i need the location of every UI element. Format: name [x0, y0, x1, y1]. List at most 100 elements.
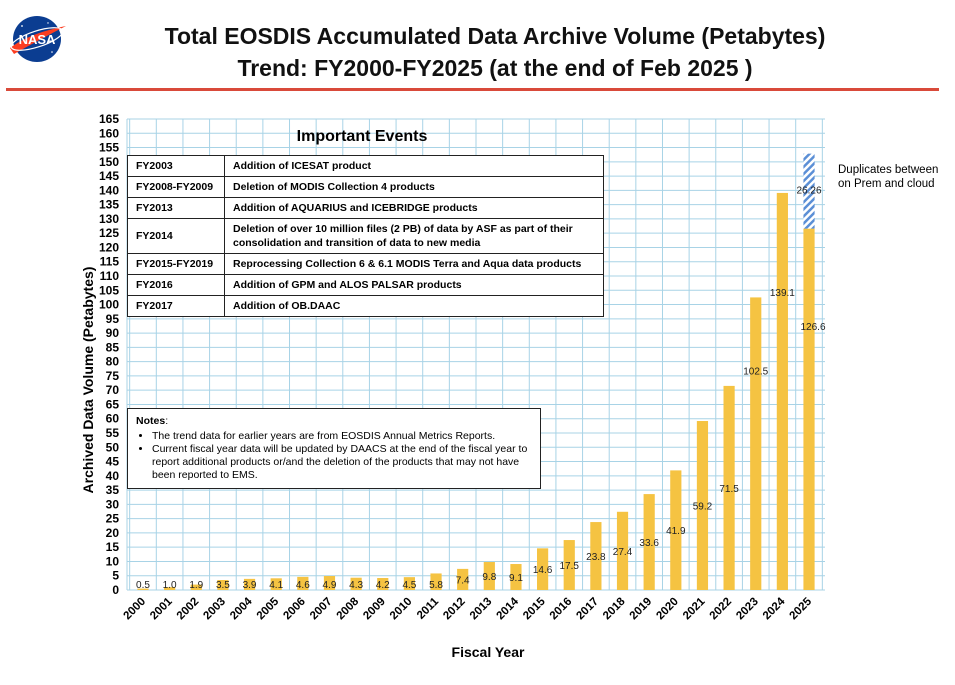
- bar: [350, 577, 362, 590]
- x-tick-label: 2013: [468, 596, 495, 623]
- notes-title: Notes: [136, 415, 166, 427]
- x-tick-label: 2002: [175, 596, 202, 623]
- data-label: 27.4: [613, 547, 633, 558]
- event-row: FY2014 Deletion of over 10 million files …: [127, 218, 604, 254]
- bar: [750, 297, 762, 590]
- bar: [377, 578, 389, 590]
- y-tick-label: 110: [100, 269, 120, 283]
- title-line-1: Total EOSDIS Accumulated Data Archive Vo…: [164, 23, 826, 49]
- label-layer: 0.5 1.0 1.9 3.5 3.9 4.1 4.6 4.9 4.3 4.2 4.5 5.8 7.4 9…: [136, 186, 826, 591]
- y-tick-label: 160: [99, 126, 119, 140]
- data-label: 3.5: [216, 580, 230, 591]
- y-tick-label: 60: [106, 412, 120, 426]
- bar: [537, 548, 549, 590]
- x-tick-label: 2009: [361, 596, 388, 623]
- data-label: 126.6: [800, 322, 825, 333]
- event-year: FY2015-FY2019: [127, 253, 225, 275]
- y-tick-label: 100: [99, 298, 119, 312]
- data-label: 41.9: [666, 526, 686, 537]
- notes-box: Notes: The trend data for earlier years …: [127, 408, 541, 489]
- bar: [403, 577, 415, 590]
- data-label: 102.5: [743, 367, 768, 378]
- note-item: The trend data for earlier years are fro…: [152, 430, 532, 443]
- bar: [510, 564, 522, 590]
- data-label: 3.9: [243, 580, 257, 591]
- events-table: FY2003 Addition of ICESAT product FY2008-F…: [127, 155, 604, 317]
- y-tick-label: 35: [106, 483, 120, 497]
- bar: [190, 584, 202, 590]
- y-tick-label: 115: [100, 255, 120, 269]
- event-description: Reprocessing Collection 6 & 6.1 MODIS Te…: [224, 253, 604, 275]
- bar: [590, 522, 602, 590]
- note-item: Current fiscal year data will be updated…: [152, 443, 532, 482]
- duplicates-annotation: Duplicates between on Prem and cloud: [838, 164, 939, 190]
- x-tick-label: 2015: [521, 595, 548, 622]
- y-tick-label: 0: [112, 583, 119, 597]
- x-tick-label: 2017: [574, 596, 601, 623]
- data-label: 4.1: [269, 580, 283, 591]
- data-label: 4.5: [402, 580, 416, 591]
- data-label: 7.4: [456, 575, 470, 586]
- event-year: FY2003: [127, 155, 225, 177]
- x-tick-label: 2024: [761, 595, 788, 622]
- bar: [457, 568, 469, 590]
- event-row: FY2017 Addition of OB.DAAC: [127, 295, 604, 317]
- data-label: 0.5: [136, 580, 150, 591]
- data-label: 4.3: [349, 580, 363, 591]
- y-tick-label: 85: [106, 340, 120, 354]
- data-label: 9.8: [482, 572, 496, 583]
- x-tick-label: 2021: [681, 595, 708, 622]
- y-tick-label: 65: [106, 397, 120, 411]
- y-tick-label: 145: [99, 169, 119, 183]
- y-tick-label: 95: [106, 312, 120, 326]
- x-tick-label: 2008: [335, 595, 362, 622]
- y-tick-label: 25: [106, 512, 120, 526]
- x-tick-label: 2018: [601, 595, 628, 622]
- bar: [776, 192, 788, 590]
- bar: [270, 578, 282, 590]
- y-tick-label: 55: [106, 426, 120, 440]
- data-label: 4.9: [323, 580, 337, 591]
- y-tick-label: 20: [106, 526, 120, 540]
- event-year: FY2017: [127, 295, 225, 317]
- y-tick-label: 30: [106, 497, 120, 511]
- x-tick-label: 2025: [788, 595, 815, 622]
- x-tick-label: 2005: [255, 595, 282, 622]
- bar: [297, 576, 309, 590]
- y-tick-label: 5: [112, 569, 119, 583]
- x-tick-label: 2019: [628, 596, 655, 623]
- event-description: Addition of OB.DAAC: [224, 295, 604, 317]
- x-tick-label: 2003: [201, 596, 228, 623]
- x-tick-label: 2023: [734, 596, 761, 623]
- event-row: FY2003 Addition of ICESAT product: [127, 155, 604, 177]
- data-label: 71.5: [719, 484, 739, 495]
- bar: [483, 562, 495, 590]
- bar: [563, 540, 575, 590]
- y-tick-label: 70: [106, 383, 120, 397]
- y-tick-label: 155: [99, 141, 119, 155]
- data-label: 33.6: [639, 538, 659, 549]
- event-row: FY2016 Addition of GPM and ALOS PALSAR pr…: [127, 274, 604, 296]
- x-tick-label: 2004: [228, 595, 255, 622]
- x-tick-label: 2006: [281, 596, 308, 623]
- title-divider: [6, 88, 939, 91]
- y-tick-label: 80: [106, 355, 120, 369]
- title-line-2: Trend: FY2000-FY2025 (at the end of Feb …: [237, 55, 753, 81]
- duplicates-label: 26.26: [796, 186, 821, 197]
- bar: [243, 578, 256, 590]
- y-tick-label: 15: [106, 540, 120, 554]
- event-row: FY2015-FY2019 Reprocessing Collection 6 &…: [127, 253, 604, 275]
- y-tick-label: 50: [106, 440, 120, 454]
- data-label: 9.1: [509, 573, 523, 584]
- events-title: Important Events: [296, 128, 428, 145]
- bar: [430, 573, 442, 590]
- event-description: Addition of AQUARIUS and ICEBRIDGE produ…: [224, 197, 604, 219]
- x-tick-label: 2022: [708, 596, 735, 623]
- event-description: Deletion of MODIS Collection 4 products: [224, 176, 604, 198]
- nasa-logo: NASA: [10, 16, 66, 62]
- y-tick-label: 105: [99, 283, 119, 297]
- bar: [643, 494, 655, 590]
- data-label: 4.6: [296, 580, 310, 591]
- x-tick-label: 2011: [415, 595, 442, 622]
